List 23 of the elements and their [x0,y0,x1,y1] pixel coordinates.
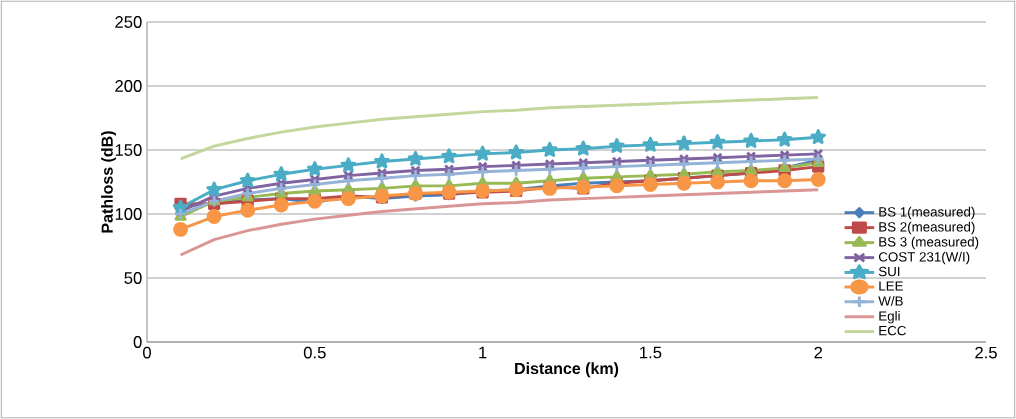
legend-label: LEE [879,281,903,291]
y-tick-label: 200 [115,80,142,92]
legend-label: W/B [878,295,903,306]
legend-label: COST 231(W/I) [878,251,970,265]
x-tick-label: 2.5 [975,346,997,359]
x-tick-label: 1 [479,346,487,359]
legend-label: BS 3 (measured) [879,236,979,250]
y-tick-label: 250 [115,16,142,28]
legend-label: BS 2(measured) [879,221,975,235]
y-tick-label: 0 [133,336,142,348]
x-tick-label: 2 [814,346,822,359]
legend-label: Egli [879,310,900,324]
legend-label: BS 1(measured) [879,206,975,220]
x-tick-label: 1.5 [640,346,662,359]
y-tick-label: 100 [115,208,142,220]
legend-label: SUI [878,266,900,277]
y-tick-label: 50 [124,272,142,284]
x-tick-label: 0.5 [303,346,326,359]
y-axis-title: Pathloss (dB) [101,131,117,233]
x-axis-title: Distance (km) [515,362,619,378]
y-tick-label: 150 [115,144,142,156]
x-tick-label: 0 [143,346,151,359]
legend-label: ECC [879,325,906,336]
